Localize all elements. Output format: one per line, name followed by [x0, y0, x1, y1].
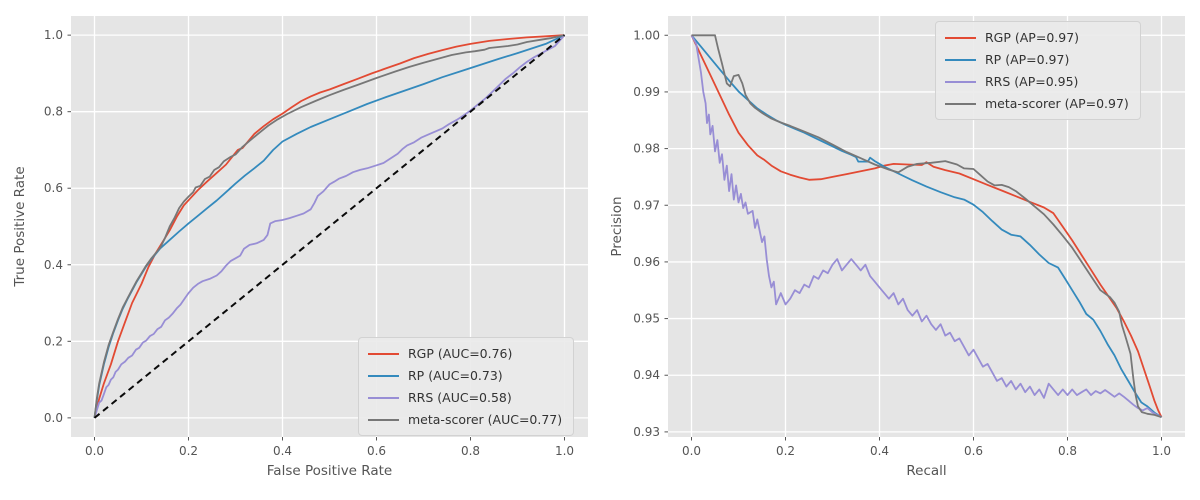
- legend-entry-rrs: RRS (AP=0.95): [945, 73, 1129, 90]
- x-tick-label: 0.6: [367, 444, 386, 458]
- y-tick-label: 0.8: [44, 105, 63, 119]
- y-axis-label: Precision: [609, 196, 625, 256]
- meta-scorer-line-swatch: [368, 418, 399, 421]
- x-tick-label: 0.2: [179, 444, 198, 458]
- x-tick-label: 1.0: [1152, 444, 1171, 458]
- legend-label: RGP (AP=0.97): [985, 29, 1080, 45]
- series-line-rrs: [690, 34, 1162, 419]
- legend-label: meta-scorer (AP=0.97): [985, 95, 1129, 111]
- y-tick-label: 1.0: [44, 28, 63, 42]
- y-tick-label: 0.6: [44, 181, 63, 195]
- y-tick-label: 0.94: [633, 368, 660, 382]
- rgp-line-swatch: [945, 36, 976, 39]
- legend-entry-rp: RP (AUC=0.73): [368, 367, 562, 384]
- x-tick-label: 0.4: [273, 444, 292, 458]
- legend-entry-rp: RP (AP=0.97): [945, 51, 1129, 68]
- series-line-meta-scorer: [93, 34, 565, 419]
- y-tick-label: 0.99: [633, 85, 660, 99]
- x-tick-label: 0.6: [964, 444, 983, 458]
- x-axis-label: Recall: [906, 463, 946, 479]
- y-tick-label: 0.2: [44, 334, 63, 348]
- roc-legend: RGP (AUC=0.76) RP (AUC=0.73) RRS (AUC=0.…: [358, 337, 575, 436]
- legend-entry-meta-scorer: meta-scorer (AUC=0.77): [368, 411, 562, 428]
- x-tick-label: 0.4: [870, 444, 889, 458]
- legend-label: RRS (AP=0.95): [985, 73, 1079, 89]
- legend-label: RGP (AUC=0.76): [408, 345, 513, 361]
- legend-entry-rgp: RGP (AUC=0.76): [368, 345, 562, 362]
- y-tick-label: 0.93: [633, 425, 660, 439]
- y-axis-label: True Positive Rate: [12, 166, 28, 287]
- meta-scorer-line-swatch: [945, 102, 976, 105]
- legend-entry-rgp: RGP (AP=0.97): [945, 29, 1129, 46]
- x-tick-label: 0.8: [461, 444, 480, 458]
- series-line-chance-diagonal: [93, 34, 566, 419]
- y-tick-label: 0.98: [633, 142, 660, 156]
- legend-label: meta-scorer (AUC=0.77): [408, 411, 563, 427]
- rrs-line-swatch: [368, 396, 399, 399]
- roc-plot: 0.0 0.2 0.4 0.6 0.8 1.0 0.0 0.2 0.4 0.6 0.8 1.0 Fals…: [12, 16, 588, 479]
- x-tick-label: 0.2: [776, 444, 795, 458]
- legend-entry-rrs: RRS (AUC=0.58): [368, 389, 562, 406]
- legend-label: RRS (AUC=0.58): [408, 389, 512, 405]
- y-tick-label: 0.97: [633, 198, 660, 212]
- legend-entry-meta-scorer: meta-scorer (AP=0.97): [945, 95, 1129, 112]
- y-tick-label: 0.96: [633, 255, 660, 269]
- rrs-line-swatch: [945, 80, 976, 83]
- x-tick-label: 0.0: [682, 444, 701, 458]
- x-tick-label: 1.0: [555, 444, 574, 458]
- rgp-line-swatch: [368, 352, 399, 355]
- y-tick-label: 0.95: [633, 312, 660, 326]
- legend-label: RP (AUC=0.73): [408, 367, 503, 383]
- y-tick-label: 0.4: [44, 258, 63, 272]
- x-tick-label: 0.8: [1058, 444, 1077, 458]
- rp-line-swatch: [945, 58, 976, 61]
- series-line-rgp: [93, 34, 565, 419]
- y-tick-label: 0.0: [44, 411, 63, 425]
- y-tick-label: 1.00: [633, 28, 660, 42]
- series-line-meta-scorer: [691, 34, 1162, 419]
- series-line-rrs: [93, 34, 566, 419]
- rp-line-swatch: [368, 374, 399, 377]
- pr-legend: RGP (AP=0.97) RP (AP=0.97) RRS (AP=0.95)…: [935, 21, 1141, 120]
- x-axis-label: False Positive Rate: [267, 463, 392, 479]
- x-tick-label: 0.0: [85, 444, 104, 458]
- legend-label: RP (AP=0.97): [985, 51, 1070, 67]
